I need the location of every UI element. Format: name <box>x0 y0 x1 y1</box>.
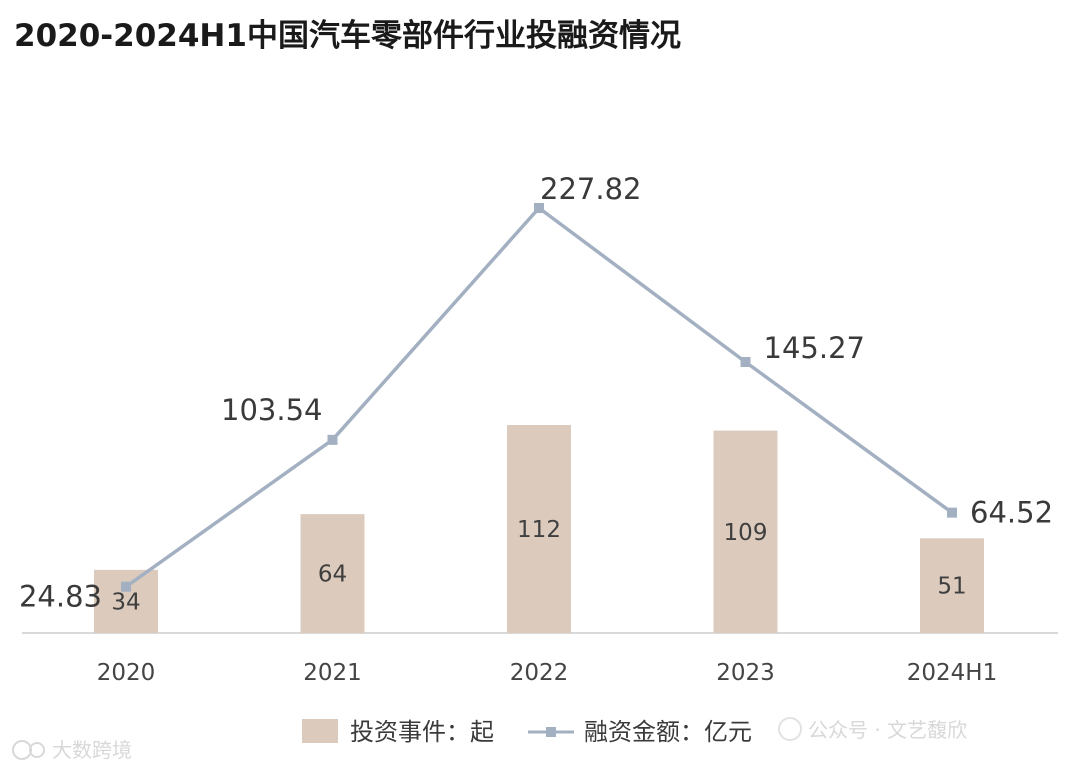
line-point-2023 <box>740 356 751 367</box>
line-point-2024H1 <box>947 507 957 518</box>
bar-value-label-2021: 64 <box>318 562 347 588</box>
wechat-icon <box>778 717 802 741</box>
x-tick-label-2023: 2023 <box>716 660 775 686</box>
watermark-logo-icon <box>12 740 32 760</box>
watermark-left-text: 大数跨境 <box>52 738 132 762</box>
line-value-label-2021: 103.54 <box>221 393 322 427</box>
x-tick-label-2024H1: 2024H1 <box>907 660 997 686</box>
line-value-label-2020: 24.83 <box>19 580 102 614</box>
watermark-right: 公众号 · 文艺馥欣 <box>778 717 967 742</box>
watermark-right-text: 公众号 · 文艺馥欣 <box>808 718 967 742</box>
watermark-left: 大数跨境 <box>12 738 132 762</box>
bar-value-label-2023: 109 <box>724 520 768 546</box>
bar-2020 <box>94 569 158 633</box>
bar-2024H1 <box>920 538 984 633</box>
x-tick-label-2021: 2021 <box>303 660 362 686</box>
line-value-label-2023: 145.27 <box>764 331 865 365</box>
watermark-logo-icon-2 <box>29 742 45 758</box>
line-point-2021 <box>327 434 338 445</box>
x-tick-label-2022: 2022 <box>510 660 569 686</box>
legend-line-label: 融资金额：亿元 <box>584 718 752 746</box>
line-value-label-2022: 227.82 <box>540 172 641 206</box>
bar-value-label-2020: 34 <box>111 589 140 615</box>
bar-2022 <box>507 425 571 633</box>
legend: 投资事件：起 融资金额：亿元 <box>302 718 752 746</box>
legend-bar-label: 投资事件：起 <box>350 718 494 746</box>
bar-2021 <box>300 514 365 633</box>
line-point-2022 <box>534 203 544 213</box>
legend-bar-swatch <box>302 719 338 743</box>
line-point-2020 <box>121 581 131 592</box>
legend-line-marker <box>546 727 556 737</box>
x-tick-label-2020: 2020 <box>97 660 156 686</box>
bar-value-label-2024H1: 51 <box>937 574 966 600</box>
bar-value-label-2022: 112 <box>517 517 561 543</box>
chart-title: 2020-2024H1中国汽车零部件行业投融资情况 <box>14 18 681 54</box>
line-value-label-2024H1: 64.52 <box>970 496 1053 530</box>
bar-2023 <box>713 430 778 633</box>
